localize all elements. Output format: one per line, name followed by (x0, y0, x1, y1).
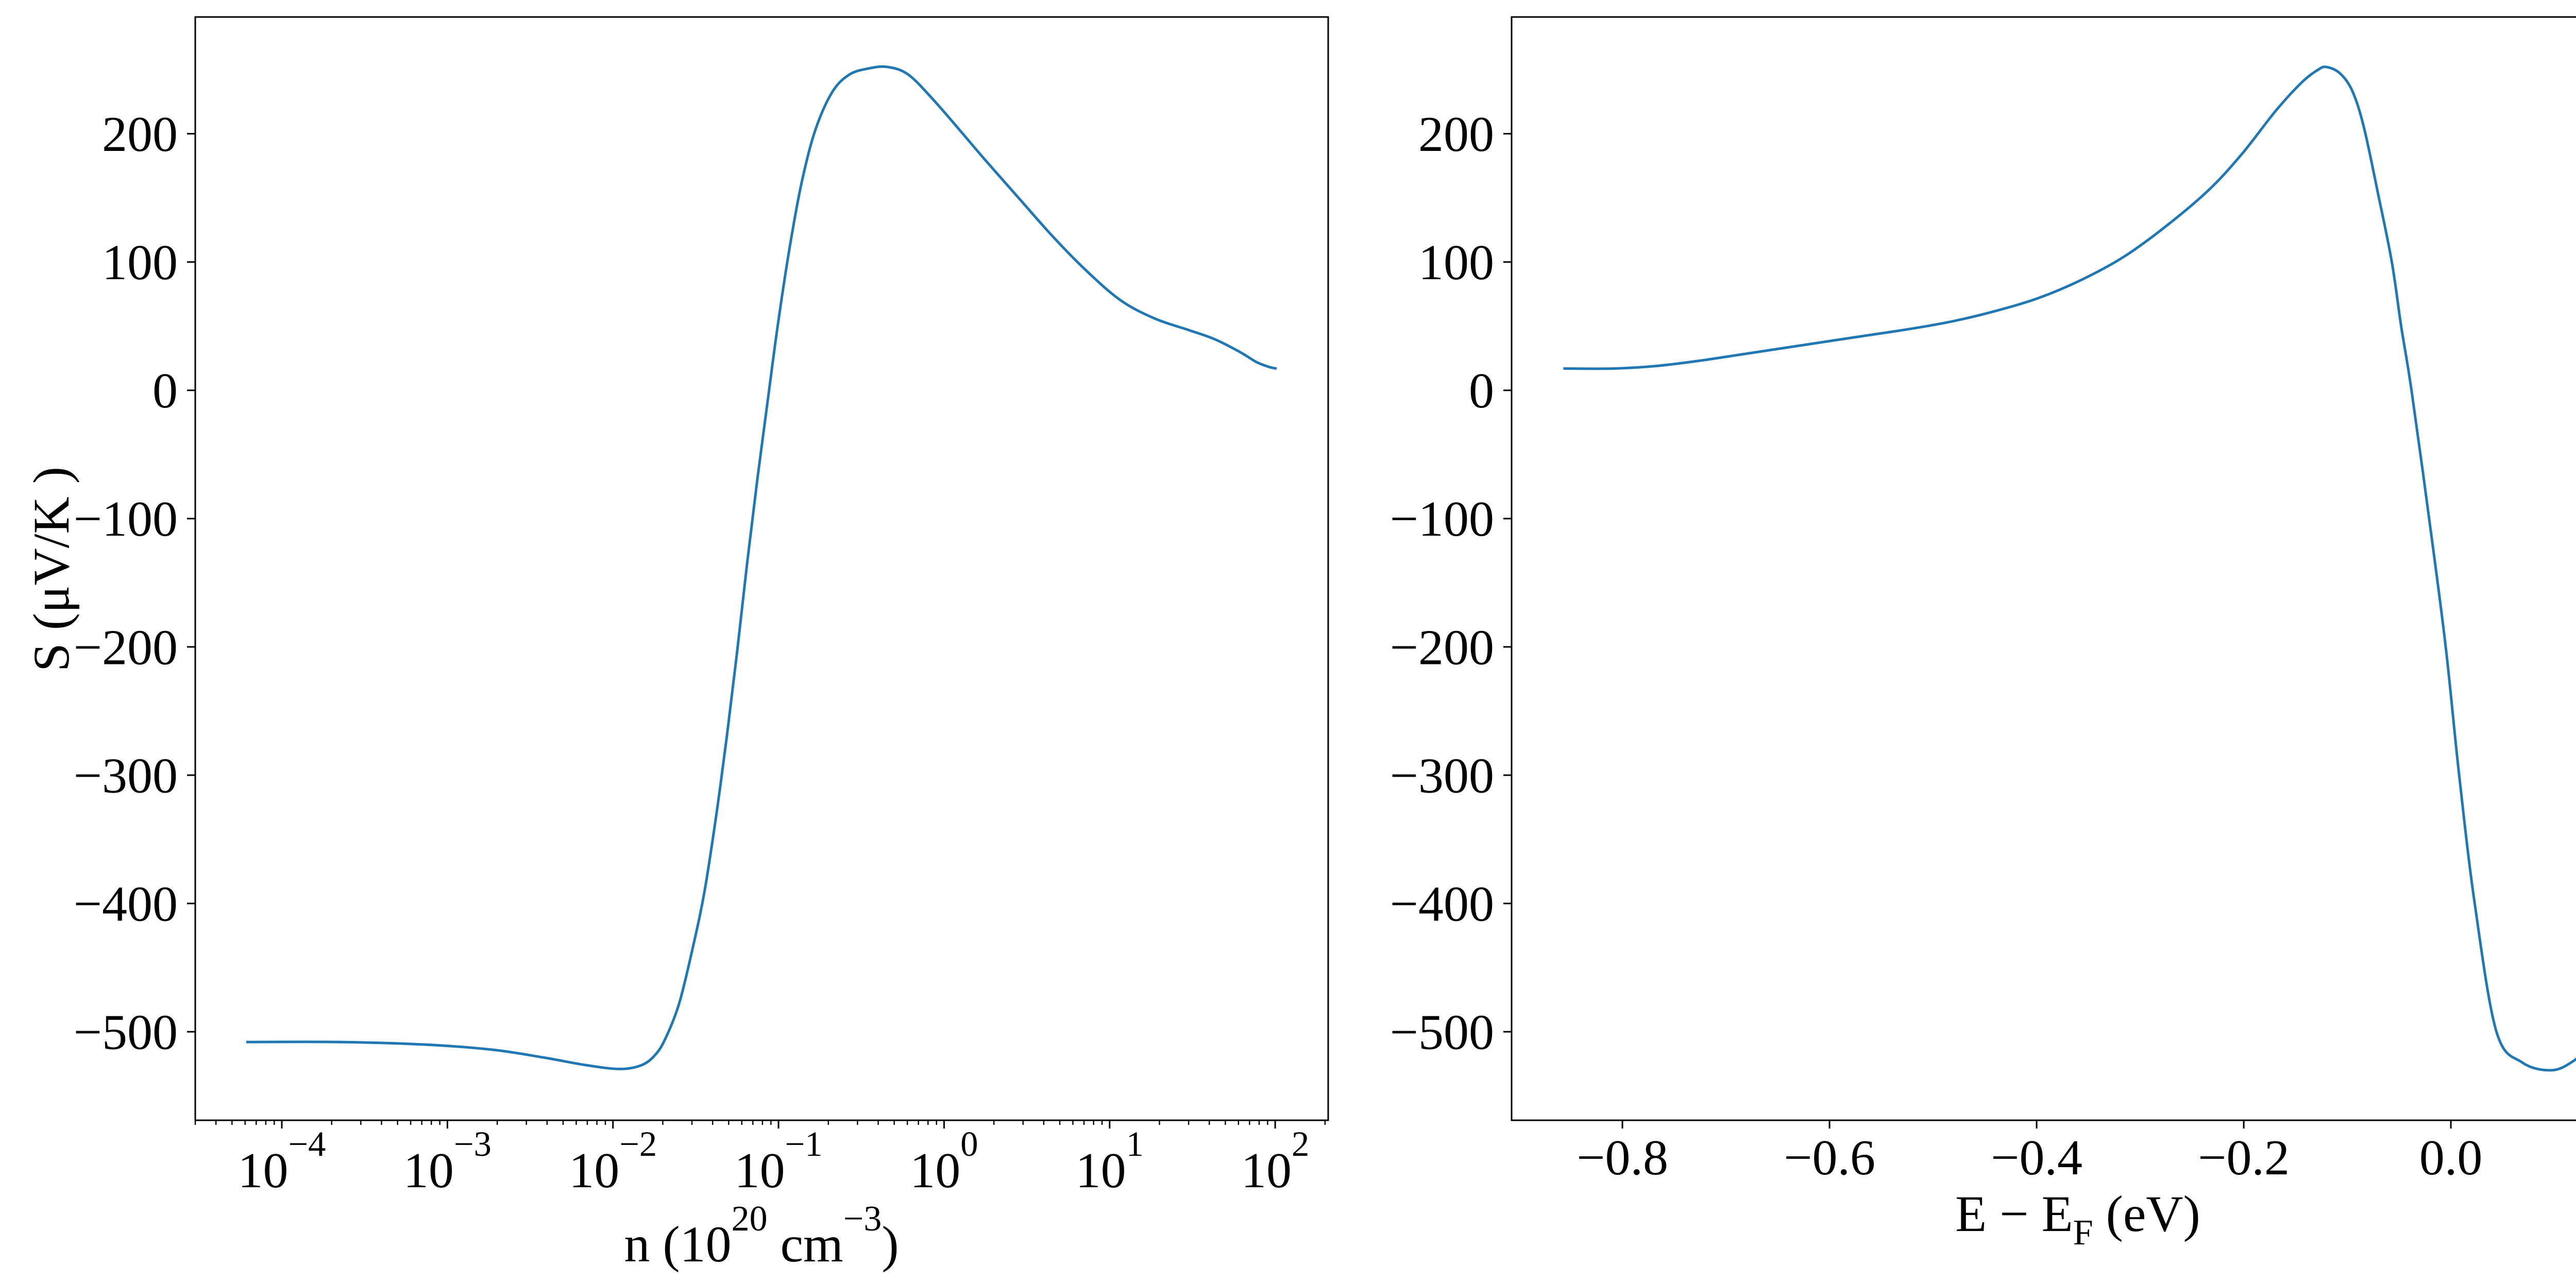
ytick-label: 200 (102, 107, 178, 162)
ytick-label: −500 (1390, 1005, 1494, 1061)
label-segment: F (2073, 1213, 2093, 1253)
label-segment: −2 (619, 1124, 657, 1164)
series-line (1563, 65, 2576, 1072)
label-segment: 10 (403, 1143, 454, 1199)
label-segment: 10 (569, 1143, 619, 1199)
label-segment: 10 (1076, 1143, 1126, 1199)
ytick-label: 0 (152, 363, 178, 419)
label-segment: 0 (960, 1124, 978, 1164)
right-plot-area: −500 −400 −300 −200 −100 0 100 200 −0.8 −0.6 −0.4 −… (1390, 16, 2576, 1186)
label-segment: n (10 (624, 1216, 731, 1273)
label-segment: 2 (1292, 1124, 1309, 1164)
label-segment: −3 (843, 1199, 882, 1239)
x-axis-label: n (1020 cm−3) (624, 1199, 899, 1273)
ytick-label: −200 (74, 620, 178, 675)
ytick-label: 100 (1418, 235, 1494, 290)
label-segment: −1 (785, 1124, 823, 1164)
ytick-label: −400 (1390, 876, 1494, 932)
ytick-label: −400 (74, 876, 178, 932)
xtick-label: 10−2 (569, 1124, 657, 1199)
ytick-label: 0 (1469, 363, 1494, 419)
label-segment: 10 (238, 1143, 289, 1199)
xtick-label: 10−3 (403, 1124, 492, 1199)
xtick-label: 10−4 (238, 1124, 326, 1199)
label-segment: cm (768, 1216, 843, 1273)
label-segment: 10 (735, 1143, 785, 1199)
xtick-label: 102 (1241, 1124, 1309, 1199)
label-segment: 10 (1241, 1143, 1292, 1199)
xtick-label: 100 (910, 1124, 978, 1199)
y-axis-label: S (μV/K ) (23, 467, 80, 672)
x-axis-label: E − EF (eV) (1955, 1185, 2200, 1253)
label-segment: E − E (1955, 1185, 2073, 1242)
axes-frame (1511, 16, 2576, 1121)
xtick-label: −0.6 (1784, 1130, 1875, 1186)
xtick-label: 10−1 (735, 1124, 823, 1199)
ytick-label: −100 (74, 491, 178, 547)
label-segment: 10 (910, 1143, 960, 1199)
ytick-label: 100 (102, 235, 178, 290)
right-panel: −500 −400 −300 −200 −100 0 100 200 −0.8 −0.6 −0.4 −… (1390, 16, 2576, 1253)
xtick-label: −0.4 (1991, 1130, 2082, 1186)
ytick-label: −500 (74, 1005, 178, 1061)
xtick-label: 0.0 (2419, 1130, 2483, 1186)
xtick-label: 101 (1076, 1124, 1144, 1199)
label-segment: ) (882, 1216, 899, 1273)
axes-frame (194, 16, 1329, 1121)
label-segment: (eV) (2093, 1185, 2200, 1242)
label-segment: −4 (289, 1124, 326, 1164)
series-line (246, 65, 1277, 1070)
label-segment: 20 (732, 1199, 768, 1239)
xtick-label: −0.2 (2198, 1130, 2290, 1186)
ytick-label: −100 (1390, 491, 1494, 547)
label-segment: 1 (1126, 1124, 1144, 1164)
ytick-label: −300 (74, 748, 178, 804)
ytick-label: 200 (1418, 107, 1494, 162)
xtick-label: −0.8 (1577, 1130, 1668, 1186)
label-segment: −3 (454, 1124, 492, 1164)
ytick-label: −200 (1390, 620, 1494, 675)
ytick-label: −300 (1390, 748, 1494, 804)
